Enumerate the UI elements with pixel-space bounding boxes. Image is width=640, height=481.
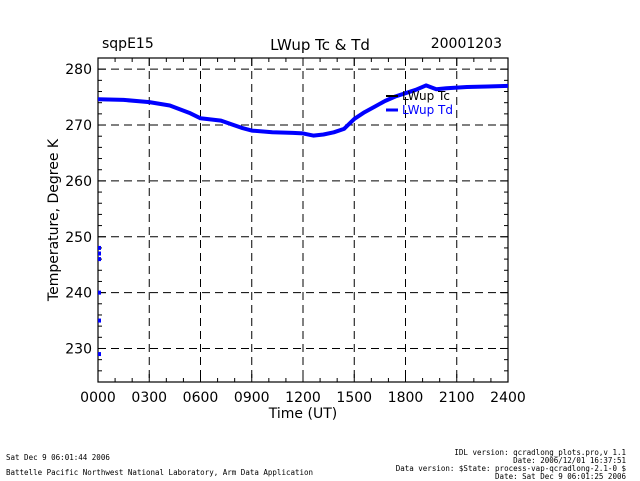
data-date: Date: Sat Dec 9 06:01:25 2006 [495, 472, 626, 481]
chart-title: LWup Tc & Td [270, 36, 370, 54]
y-tick-label: 280 [65, 62, 92, 78]
left-axis-flag-mark [98, 352, 101, 357]
site-label: sqpE15 [102, 36, 154, 52]
lab-credit: Battelle Pacific Northwest National Labo… [6, 468, 314, 477]
y-tick-label: 270 [65, 118, 92, 134]
left-axis-flag-mark [98, 257, 101, 262]
x-tick-label: 2400 [490, 390, 526, 406]
y-axis-label: Temperature, Degree K [46, 138, 62, 302]
left-axis-flag-mark [98, 318, 101, 323]
y-tick-label: 240 [65, 286, 92, 302]
x-tick-label: 1800 [388, 390, 424, 406]
file-date: Date: 2006/12/01 16:37:51 [513, 456, 626, 465]
y-tick-label: 230 [65, 341, 92, 357]
data-version: Data version: $State: process-vap-qcradl… [395, 464, 626, 473]
x-tick-label: 0900 [234, 390, 270, 406]
x-tick-label: 1500 [336, 390, 372, 406]
legend-label: LWup Tc [402, 89, 450, 103]
x-tick-label: 0600 [183, 390, 219, 406]
x-tick-label: 1200 [285, 390, 321, 406]
series-line-td [97, 83, 509, 138]
y-tick-label: 250 [65, 230, 92, 246]
x-tick-label: 0300 [131, 390, 167, 406]
left-axis-flag-mark [98, 290, 101, 295]
generated-timestamp: Sat Dec 9 06:01:44 2006 [6, 453, 110, 462]
legend-label: LWup Td [402, 103, 453, 117]
x-tick-label: 2100 [439, 390, 475, 406]
y-tick-label: 260 [65, 174, 92, 190]
idl-version: IDL version: qcradlong_plots.pro,v 1.1 [454, 448, 626, 457]
left-axis-flag-mark [98, 245, 101, 250]
left-axis-flag-mark [98, 251, 101, 256]
x-tick-label: 0000 [80, 390, 116, 406]
date-label: 20001203 [430, 36, 502, 52]
x-axis-label: Time (UT) [268, 406, 337, 422]
